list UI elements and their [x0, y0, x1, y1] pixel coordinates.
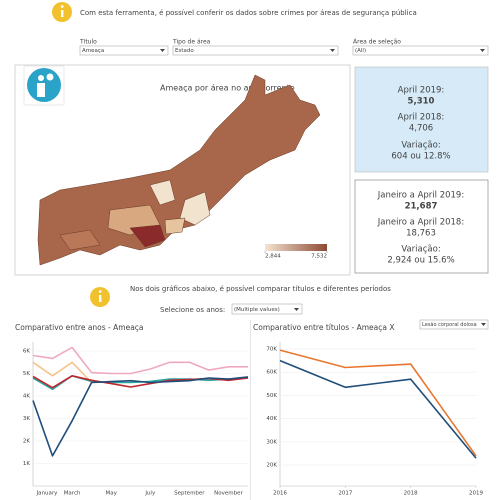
chart-title: Comparativo entre títulos - Ameaça X [253, 323, 395, 332]
summary-label: Janeiro a April 2019: [377, 191, 464, 201]
filter-label: Área de seleção [353, 39, 401, 46]
series-line [279, 359, 477, 459]
year-selector[interactable]: (Multiple values) [231, 303, 303, 315]
summary-label: Variação: [401, 245, 440, 255]
chart-title: Comparativo entre anos - Ameaça [15, 323, 144, 332]
filter-value: Estado [175, 48, 194, 54]
y-tick-label: 2K [23, 439, 30, 445]
map-title: Ameaça por área no ano corrente [160, 84, 295, 93]
y-tick-label: 40K [266, 416, 277, 422]
x-tick-label: September [174, 491, 205, 497]
summary-box [354, 66, 489, 173]
x-tick-label: 2018 [404, 491, 418, 497]
summary-label: Variação: [401, 141, 440, 151]
legend-label: 7,532 [311, 254, 327, 260]
chart-selector-value: Lesão corporal dolosa [422, 322, 477, 328]
summary-value: 5,310 [408, 97, 435, 107]
filter-label: Título [79, 39, 97, 46]
header-text: Com esta ferramenta, é possível conferir… [80, 9, 417, 17]
y-tick-label: 50K [266, 393, 277, 399]
legend-label: 2,844 [265, 254, 281, 260]
comparison-text: Nos dois gráficos abaixo, é possível com… [130, 285, 391, 293]
summary-value: 21,687 [405, 202, 438, 212]
y-tick-label: 60K [266, 370, 277, 376]
info-icon [52, 2, 72, 22]
y-tick-label: 5K [23, 371, 30, 377]
x-tick-label: January [36, 491, 59, 497]
y-tick-label: 3K [23, 416, 30, 422]
y-tick-label: 70K [266, 346, 277, 352]
info-icon [90, 287, 110, 307]
year-selector-label: Selecione os anos: [160, 306, 225, 314]
year-selector-value: (Multiple values) [234, 307, 280, 313]
summary-label: April 2018: [398, 113, 445, 123]
series-line [32, 376, 249, 457]
chart-selector[interactable]: Lesão corporal dolosa [419, 319, 489, 330]
y-tick-label: 6K [23, 349, 30, 355]
x-tick-label: 2017 [338, 491, 352, 497]
y-tick-label: 4K [23, 394, 30, 400]
color-legend [265, 244, 327, 251]
filter-label: Tipo de área [172, 39, 211, 46]
y-tick-label: 30K [266, 439, 277, 445]
series-line [32, 346, 248, 375]
summary-value: 4,706 [409, 124, 433, 134]
filter[interactable]: Área de seleção (All) [352, 39, 489, 56]
filter[interactable]: Título Ameaça [79, 39, 169, 56]
filter[interactable]: Tipo de área Estado [172, 39, 339, 56]
series-line [279, 349, 477, 457]
y-tick-label: 20K [266, 463, 277, 469]
y-tick-label: 1K [23, 461, 30, 467]
x-tick-label: March [64, 491, 81, 497]
summary-label: Janeiro a April 2018: [377, 218, 464, 228]
x-tick-label: November [214, 491, 243, 497]
summary-box [354, 179, 489, 274]
x-tick-label: 2019 [469, 491, 483, 497]
series-line [32, 361, 93, 384]
map [37, 74, 321, 266]
filter-value: Ameaça [82, 48, 104, 54]
filter-value: (All) [355, 48, 366, 54]
summary-value: 604 ou 12.8% [391, 152, 450, 162]
x-tick-label: July [144, 491, 156, 497]
person-icon [23, 65, 65, 106]
x-tick-label: 2016 [273, 491, 287, 497]
summary-value: 18,763 [406, 229, 436, 239]
summary-value: 2,924 ou 15.6% [387, 256, 454, 266]
x-tick-label: May [105, 491, 117, 497]
summary-label: April 2019: [398, 86, 445, 96]
